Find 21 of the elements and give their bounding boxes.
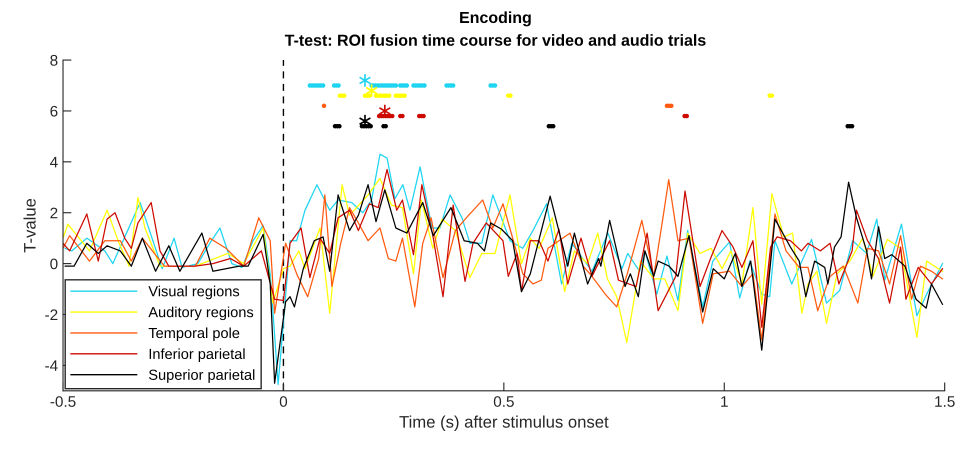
legend-label: Superior parietal <box>148 369 254 383</box>
legend-label: Auditory regions <box>148 306 254 320</box>
x-tick-label: 0 <box>280 396 288 407</box>
legend-label: Visual regions <box>148 286 240 300</box>
y-tick-label: -2 <box>45 309 58 320</box>
chart-subtitle: T-test: ROI fusion time course for video and audio trials <box>284 34 706 46</box>
legend-label: Inferior parietal <box>150 348 245 362</box>
y-tick-label: 0 <box>50 258 58 270</box>
y-tick-label: 4 <box>50 156 58 168</box>
y-tick-label: 6 <box>50 106 58 117</box>
y-tick-label: 2 <box>50 208 58 218</box>
legend-label: Temporal pole <box>148 327 240 342</box>
y-tick-label: 8 <box>50 54 58 66</box>
x-tick-label: 1.5 <box>935 396 955 407</box>
x-tick-label: 1 <box>721 396 728 407</box>
chart-title: Encoding <box>460 11 531 26</box>
y-tick-label: -4 <box>45 360 58 371</box>
y-axis-title: T-value <box>23 198 36 252</box>
x-tick-label: 0.5 <box>494 396 514 407</box>
x-axis-title: Time (s) after stimulus onset <box>399 416 609 432</box>
x-tick-label: -0.5 <box>50 396 76 407</box>
